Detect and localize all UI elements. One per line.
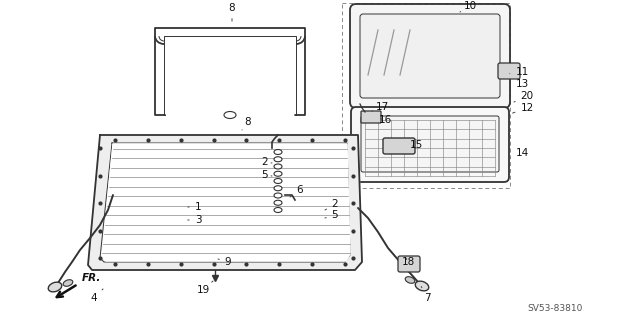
Text: 8: 8	[242, 117, 252, 130]
Ellipse shape	[224, 112, 236, 118]
Ellipse shape	[274, 207, 282, 212]
Ellipse shape	[274, 157, 282, 162]
Bar	[342, 3, 510, 188]
Ellipse shape	[274, 164, 282, 169]
FancyBboxPatch shape	[351, 107, 509, 182]
Text: 18: 18	[401, 257, 415, 267]
Text: 14: 14	[510, 148, 529, 158]
Text: 17: 17	[372, 102, 388, 112]
Text: 20: 20	[514, 91, 534, 102]
Text: 2: 2	[325, 199, 339, 210]
FancyBboxPatch shape	[361, 111, 381, 123]
Text: 6: 6	[290, 185, 303, 197]
Text: 19: 19	[196, 281, 213, 295]
Text: 9: 9	[218, 257, 231, 267]
Text: 10: 10	[460, 1, 477, 12]
Text: 12: 12	[513, 103, 534, 113]
Polygon shape	[102, 144, 350, 261]
Ellipse shape	[274, 193, 282, 198]
Ellipse shape	[274, 150, 282, 154]
Text: FR.: FR.	[82, 273, 101, 283]
Ellipse shape	[224, 112, 236, 118]
Ellipse shape	[405, 277, 415, 283]
Ellipse shape	[274, 186, 282, 191]
Text: 5: 5	[325, 210, 339, 220]
Text: 15: 15	[410, 140, 422, 150]
Ellipse shape	[274, 200, 282, 205]
Polygon shape	[88, 135, 362, 270]
Text: 11: 11	[509, 67, 529, 77]
Text: 4: 4	[91, 289, 103, 303]
Text: 16: 16	[378, 115, 392, 125]
Text: 5: 5	[262, 170, 272, 180]
Text: 3: 3	[188, 215, 202, 225]
Text: 7: 7	[421, 286, 430, 303]
FancyBboxPatch shape	[360, 14, 500, 98]
Text: 13: 13	[509, 79, 529, 89]
Text: 1: 1	[188, 202, 202, 212]
Ellipse shape	[415, 281, 429, 291]
Ellipse shape	[63, 280, 73, 286]
FancyBboxPatch shape	[398, 256, 420, 272]
Text: SV53-83810: SV53-83810	[527, 304, 582, 313]
FancyBboxPatch shape	[361, 116, 499, 172]
Ellipse shape	[274, 179, 282, 183]
Ellipse shape	[48, 282, 61, 292]
Text: 2: 2	[262, 157, 272, 167]
Ellipse shape	[274, 171, 282, 176]
FancyBboxPatch shape	[498, 63, 520, 79]
Text: 8: 8	[228, 3, 236, 21]
FancyBboxPatch shape	[383, 138, 415, 154]
FancyBboxPatch shape	[350, 4, 510, 108]
